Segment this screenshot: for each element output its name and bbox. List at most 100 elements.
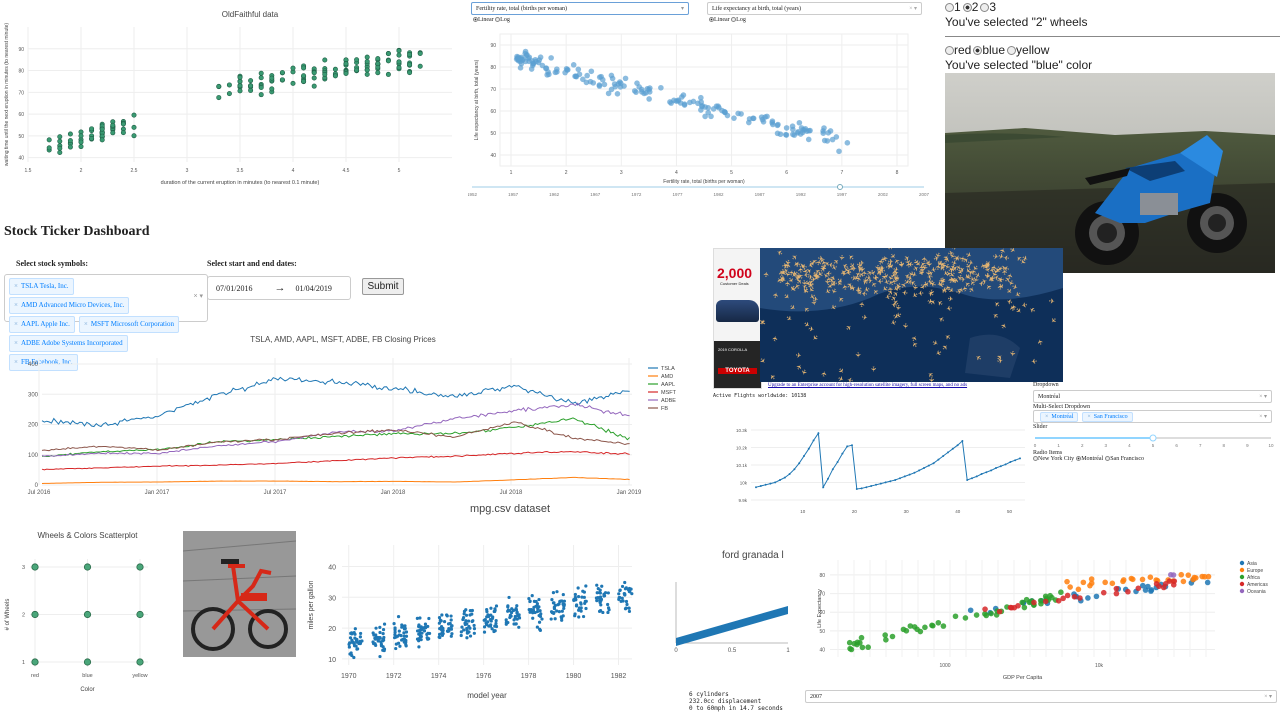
- radio-linear[interactable]: Linear: [714, 17, 730, 23]
- toyota-ad[interactable]: 2,000 Customer Deals 2019 COROLLA TOYOTA: [713, 248, 762, 389]
- multi-dropdown[interactable]: × Montréal × San Francisco × ▾: [1033, 410, 1272, 423]
- airplane-icon: ✈: [878, 265, 886, 273]
- upgrade-link[interactable]: Upgrade to an Enterprise account for hig…: [768, 383, 968, 388]
- airplane-icon: ✈: [787, 284, 796, 293]
- scatter-point: [1100, 589, 1107, 596]
- year-dropdown[interactable]: 2007 × ▾: [805, 690, 1277, 703]
- clear-icon[interactable]: × ▾: [193, 293, 203, 300]
- scatter-point: [467, 619, 471, 623]
- scatter-point: [427, 616, 431, 621]
- airplane-icon: ✈: [810, 271, 819, 280]
- scatter-point: [468, 626, 472, 630]
- symbol-tag-label: FB Facebook, Inc.: [20, 358, 73, 366]
- airplane-icon: ✈: [829, 287, 838, 296]
- scatter-point: [468, 634, 473, 638]
- radio-linear[interactable]: Linear: [478, 17, 494, 23]
- y-scale-radio[interactable]: Linear Log: [709, 17, 746, 23]
- remove-tag-icon[interactable]: ×: [83, 320, 88, 328]
- scatter-point: [417, 63, 423, 69]
- airplane-icon: ✈: [919, 259, 928, 268]
- symbol-tag-label: ADBE Adobe Systems Incorporated: [20, 339, 123, 347]
- y-tick-label: 100: [28, 453, 39, 459]
- symbol-tag[interactable]: × FB Facebook, Inc.: [9, 354, 78, 371]
- symbol-tag[interactable]: × AMD Advanced Micro Devices, Inc.: [9, 297, 130, 314]
- airplane-icon: ✈: [938, 259, 947, 268]
- airplane-icon: ✈: [812, 296, 819, 304]
- remove-tag-icon[interactable]: ×: [14, 282, 18, 290]
- airplane-icon: ✈: [953, 277, 962, 285]
- scatter-point: [131, 133, 137, 139]
- scatter-point: [576, 586, 580, 590]
- scatter-point: [1102, 579, 1108, 586]
- end-date-input[interactable]: 01/04/2019: [295, 283, 332, 293]
- symbol-tag[interactable]: × AAPL Apple Inc.: [9, 316, 75, 333]
- airplane-icon: ✈: [819, 265, 828, 274]
- airplane-icon: ✈: [934, 348, 943, 357]
- radio-log[interactable]: Log: [500, 17, 510, 23]
- color-radio-yellow[interactable]: [1007, 46, 1017, 55]
- scatter-point: [404, 634, 409, 638]
- scatter-point: [99, 126, 105, 132]
- city-dropdown[interactable]: Montréal × ▾: [1033, 390, 1272, 403]
- airplane-icon: ✈: [808, 280, 817, 289]
- close-icon[interactable]: × ▾: [909, 6, 917, 12]
- airplane-icon: ✈: [885, 264, 892, 272]
- city-radio[interactable]: [1033, 456, 1038, 461]
- y-tick-label: 200: [28, 423, 39, 429]
- airplane-icon: ✈: [795, 352, 802, 360]
- date-range-picker[interactable]: 07/01/2016 → 01/04/2019: [207, 276, 351, 300]
- chevron-down-icon: ▾: [680, 6, 684, 12]
- radio-log[interactable]: Log: [736, 17, 746, 23]
- slider-tick-label: 2: [1081, 443, 1084, 448]
- scatter-point: [865, 644, 871, 651]
- x-axis-dropdown[interactable]: Fertility rate, total (births per woman)…: [471, 2, 689, 15]
- submit-button[interactable]: Submit: [362, 278, 404, 295]
- slider[interactable]: 0 1 2 3 4 5 6 7 8 9 10: [1031, 432, 1276, 450]
- wheels-radio-2[interactable]: [962, 3, 972, 12]
- scatter-point: [514, 606, 518, 611]
- line-point: [807, 447, 810, 450]
- line-point: [759, 485, 762, 487]
- airplane-icon: ✈: [937, 277, 945, 285]
- scatter-point: [561, 592, 565, 597]
- scatter-point: [486, 620, 490, 624]
- wheels-radio-1[interactable]: [945, 3, 954, 12]
- scatter-point: [596, 587, 600, 591]
- symbol-tag[interactable]: × ADBE Adobe Systems Incorporated: [9, 335, 128, 352]
- symbol-tag[interactable]: × TSLA Tesla, Inc.: [9, 278, 74, 295]
- flight-map[interactable]: ✈✈✈✈✈✈✈✈✈✈✈✈✈✈ ✈✈✈✈✈✈✈✈✈ ✈✈✈✈✈✈✈✈ ✈✈ ✈✈✈✈✈✈✈…: [760, 248, 1063, 382]
- symbols-multiselect[interactable]: × TSLA Tesla, Inc.× AMD Advanced Micro Dev…: [4, 274, 208, 371]
- remove-tag-icon[interactable]: ×: [14, 339, 18, 347]
- remove-tag-icon[interactable]: ×: [14, 358, 18, 366]
- scatter-point: [31, 658, 39, 666]
- city-tag[interactable]: × San Francisco: [1082, 411, 1133, 422]
- remove-tag-icon[interactable]: ×: [14, 320, 18, 328]
- airplane-icon: ✈: [941, 268, 950, 277]
- scatter-point: [576, 595, 581, 599]
- symbol-tag-label: AMD Advanced Micro Devices, Inc.: [20, 301, 125, 309]
- color-radio-blue[interactable]: [973, 46, 983, 55]
- y-tick-label: 40: [18, 156, 24, 162]
- airplane-icon: ✈: [837, 254, 844, 261]
- scatter-point: [1085, 595, 1091, 601]
- symbol-tag[interactable]: × MSFT Microsoft Corporation: [78, 316, 179, 333]
- airplane-icon: ✈: [760, 318, 766, 327]
- scatter-point: [438, 635, 442, 640]
- city-radio[interactable]: [1105, 456, 1111, 461]
- scatter-point: [437, 616, 442, 620]
- remove-tag-icon[interactable]: ×: [14, 301, 18, 309]
- x-scale-radio[interactable]: Linear Log: [473, 17, 510, 23]
- wheels-radio-3[interactable]: [980, 3, 990, 12]
- scatter-point: [472, 631, 476, 635]
- series-line-amd: [41, 476, 630, 484]
- scatter-point: [584, 72, 590, 79]
- y-axis-dropdown[interactable]: Life expectancy at birth, total (years) …: [707, 2, 922, 15]
- color-radio-red[interactable]: [945, 46, 954, 55]
- scatter-point: [851, 640, 858, 647]
- city-radio[interactable]: [1076, 456, 1082, 461]
- city-tag[interactable]: × Montréal: [1040, 411, 1079, 422]
- airplane-icon: ✈: [832, 258, 841, 267]
- start-date-input[interactable]: 07/01/2016: [216, 283, 253, 293]
- airplane-icon: ✈: [875, 266, 884, 275]
- airplane-icon: ✈: [987, 274, 996, 283]
